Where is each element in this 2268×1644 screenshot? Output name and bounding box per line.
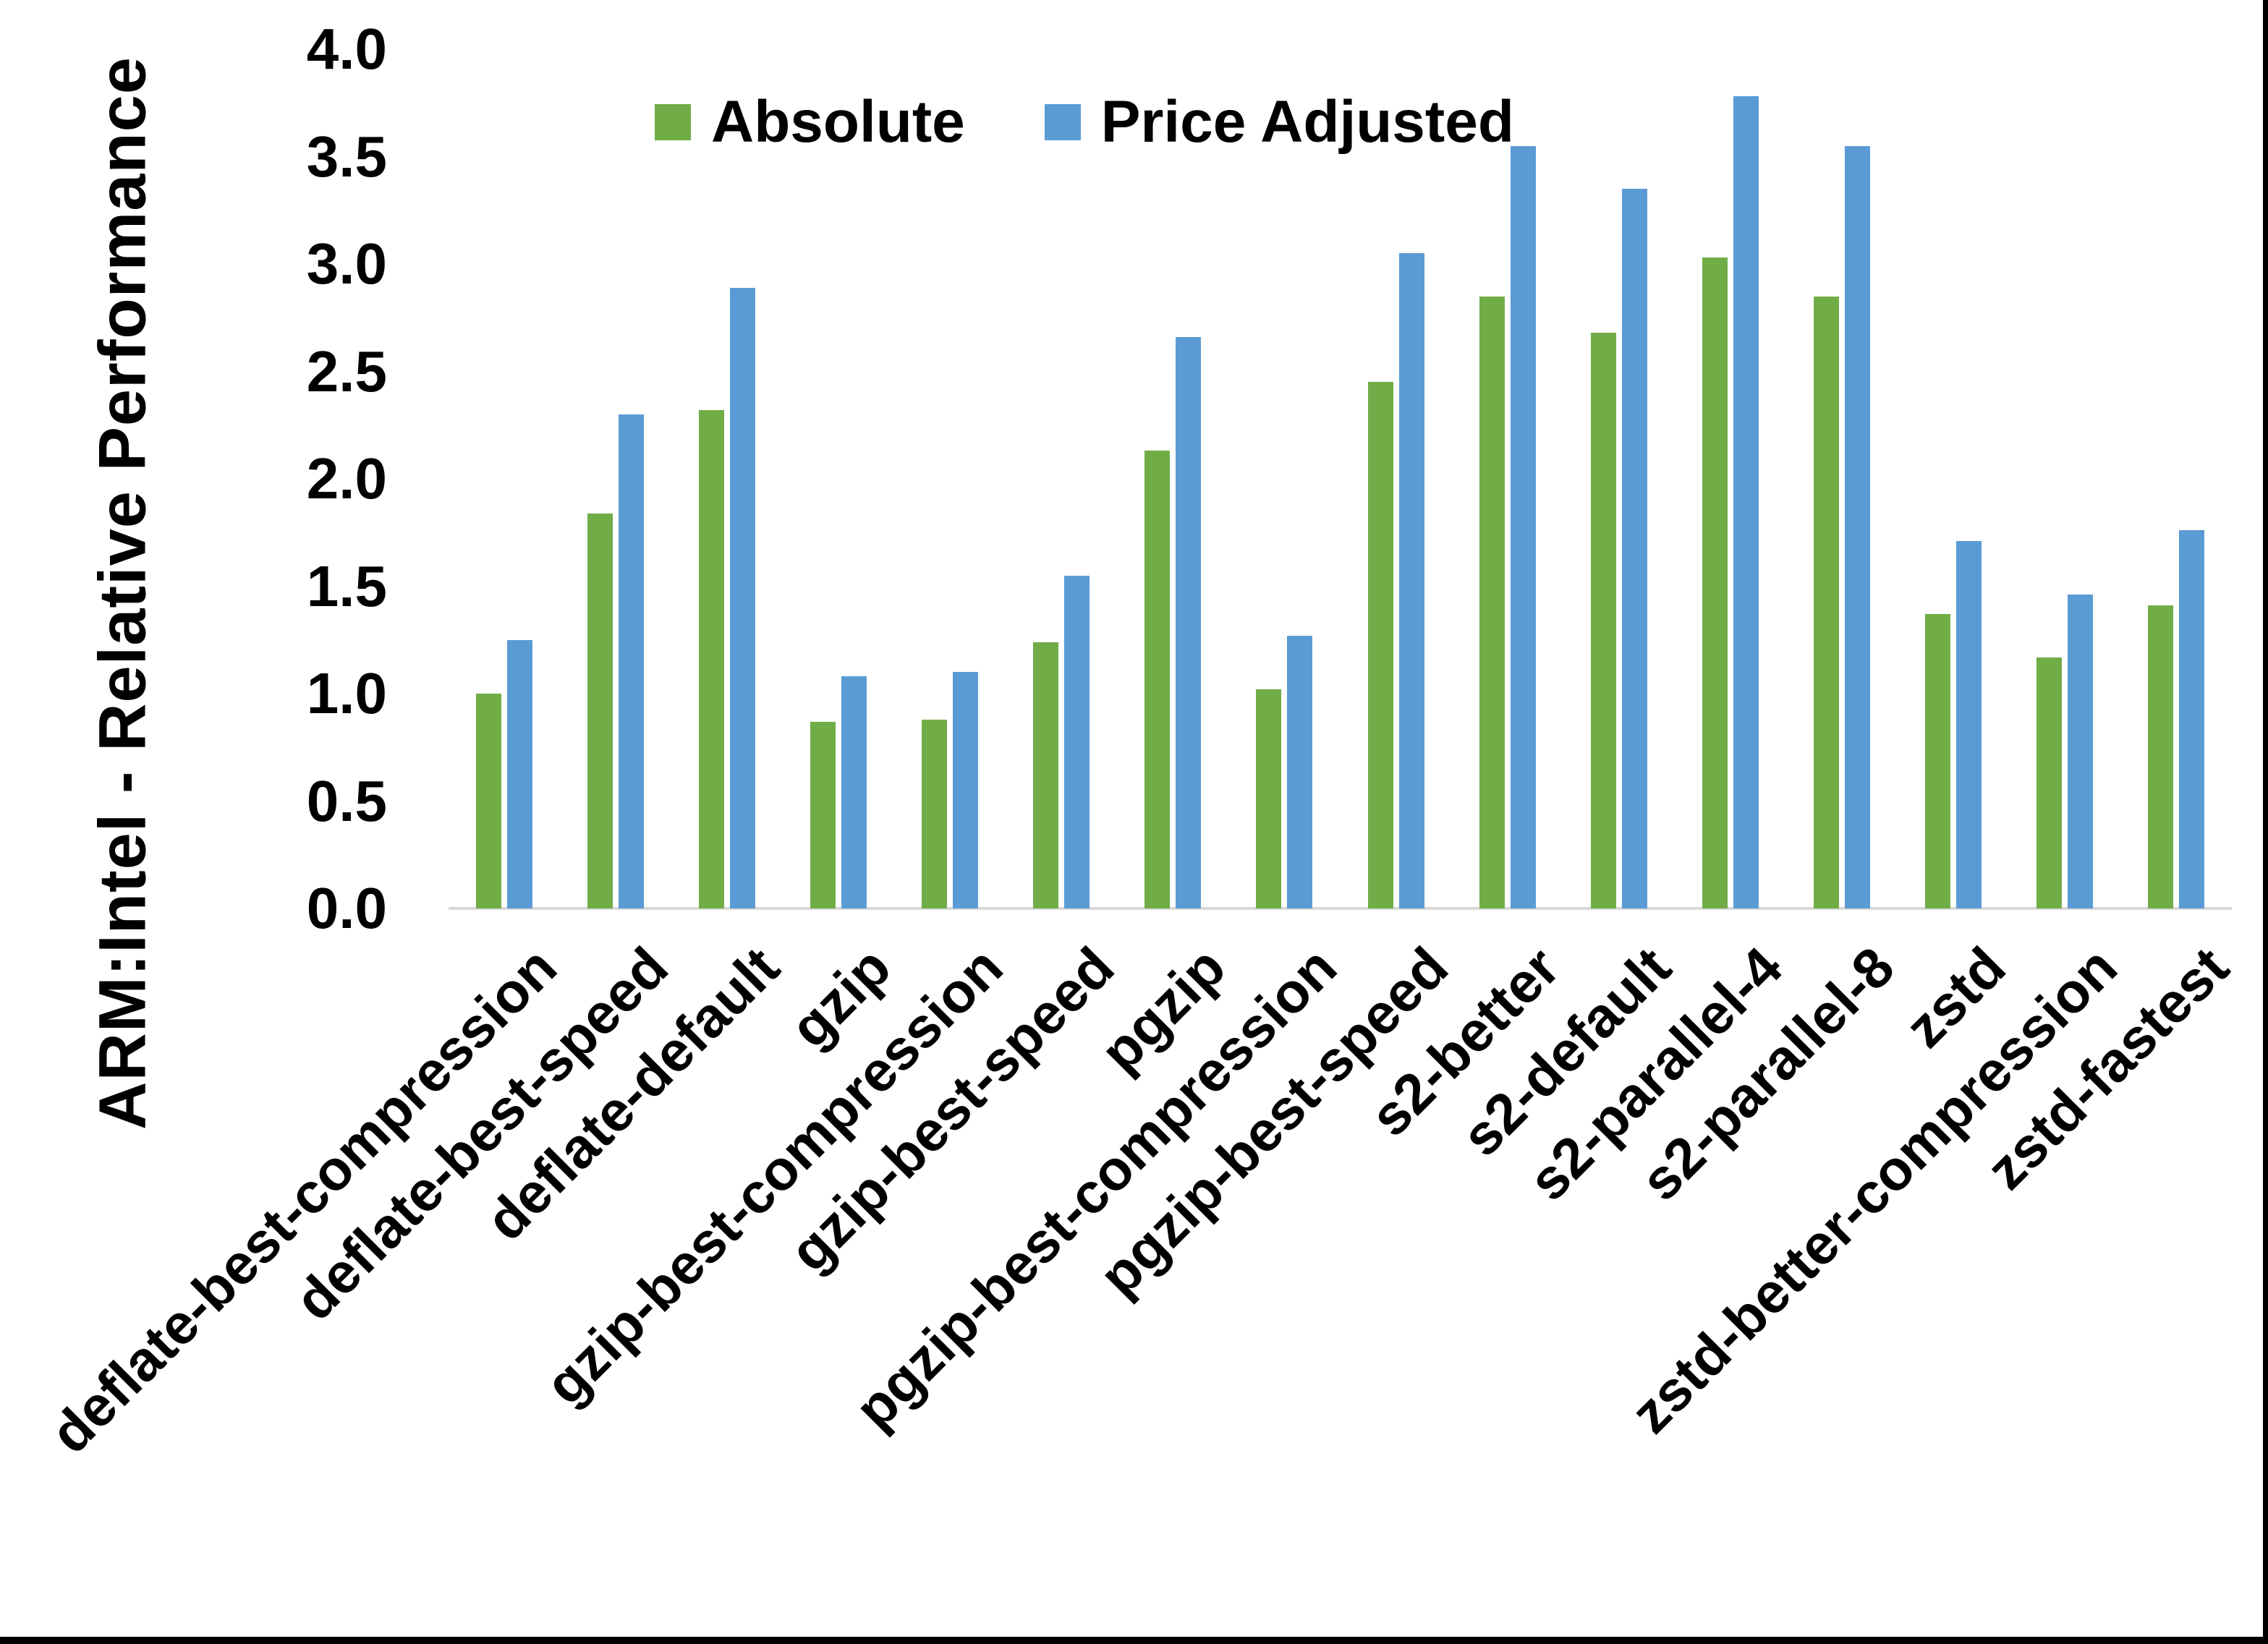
y-tick-label: 3.5: [306, 124, 387, 189]
bar-price-adjusted: [2067, 595, 2093, 908]
x-axis-line: [449, 907, 2232, 910]
bar-absolute: [587, 513, 613, 908]
bar-absolute: [1367, 382, 1393, 908]
bar-price-adjusted: [1287, 635, 1313, 908]
bar-absolute: [2036, 657, 2062, 908]
legend-item-absolute: Absolute: [655, 88, 965, 156]
y-tick-label: 3.0: [306, 231, 387, 296]
bar-absolute: [699, 409, 725, 908]
frame-border-bottom: [0, 1637, 2268, 1644]
bar-price-adjusted: [1510, 145, 1536, 908]
y-tick-label: 2.5: [306, 338, 387, 404]
bar-price-adjusted: [507, 639, 533, 908]
bar-price-adjusted: [1398, 253, 1424, 908]
y-tick-label: 1.5: [306, 553, 387, 618]
bar-price-adjusted: [1844, 145, 1870, 908]
bar-price-adjusted: [1176, 336, 1202, 908]
bar-absolute: [1813, 296, 1839, 908]
y-tick-label: 1.0: [306, 661, 387, 725]
bar-price-adjusted: [953, 672, 979, 908]
bar-price-adjusted: [1621, 189, 1647, 908]
y-axis-title: ARM:Intel - Relative Performance: [85, 56, 160, 1130]
y-tick-label: 0.0: [306, 876, 387, 940]
bar-price-adjusted: [619, 414, 645, 908]
bar-price-adjusted: [841, 676, 867, 908]
bar-absolute: [810, 721, 836, 908]
bar-absolute: [2147, 605, 2173, 908]
legend-item-price-adjusted: Price Adjusted: [1044, 88, 1514, 156]
bar-absolute: [1033, 642, 1059, 908]
legend-label: Absolute: [711, 89, 965, 155]
bar-absolute: [1702, 257, 1728, 908]
bar-absolute: [1144, 451, 1171, 908]
bar-absolute: [922, 719, 948, 908]
bar-absolute: [1924, 614, 1950, 908]
bar-price-adjusted: [1955, 541, 1982, 908]
bar-price-adjusted: [1064, 575, 1090, 908]
bar-absolute: [1590, 333, 1616, 908]
bar-price-adjusted: [730, 287, 756, 908]
legend-swatch-icon: [1044, 104, 1081, 140]
bar-price-adjusted: [1733, 96, 1759, 908]
bar-absolute: [476, 694, 502, 908]
bar-price-adjusted: [2178, 530, 2204, 908]
plot-area: 0.0 0.5 1.0 1.5 2.0 2.5 3.0 3.5 4.0: [307, 20, 2232, 937]
legend-swatch-icon: [655, 104, 691, 140]
y-tick-label: 0.5: [306, 768, 387, 833]
bar-absolute: [1256, 689, 1282, 908]
y-tick-label: 4.0: [306, 17, 387, 81]
frame-border-right: [2263, 0, 2268, 1644]
bar-absolute: [1479, 296, 1505, 908]
y-tick-label: 2.0: [306, 446, 387, 511]
legend: Absolute Price Adjusted: [655, 88, 1514, 156]
legend-label: Price Adjusted: [1100, 89, 1514, 155]
